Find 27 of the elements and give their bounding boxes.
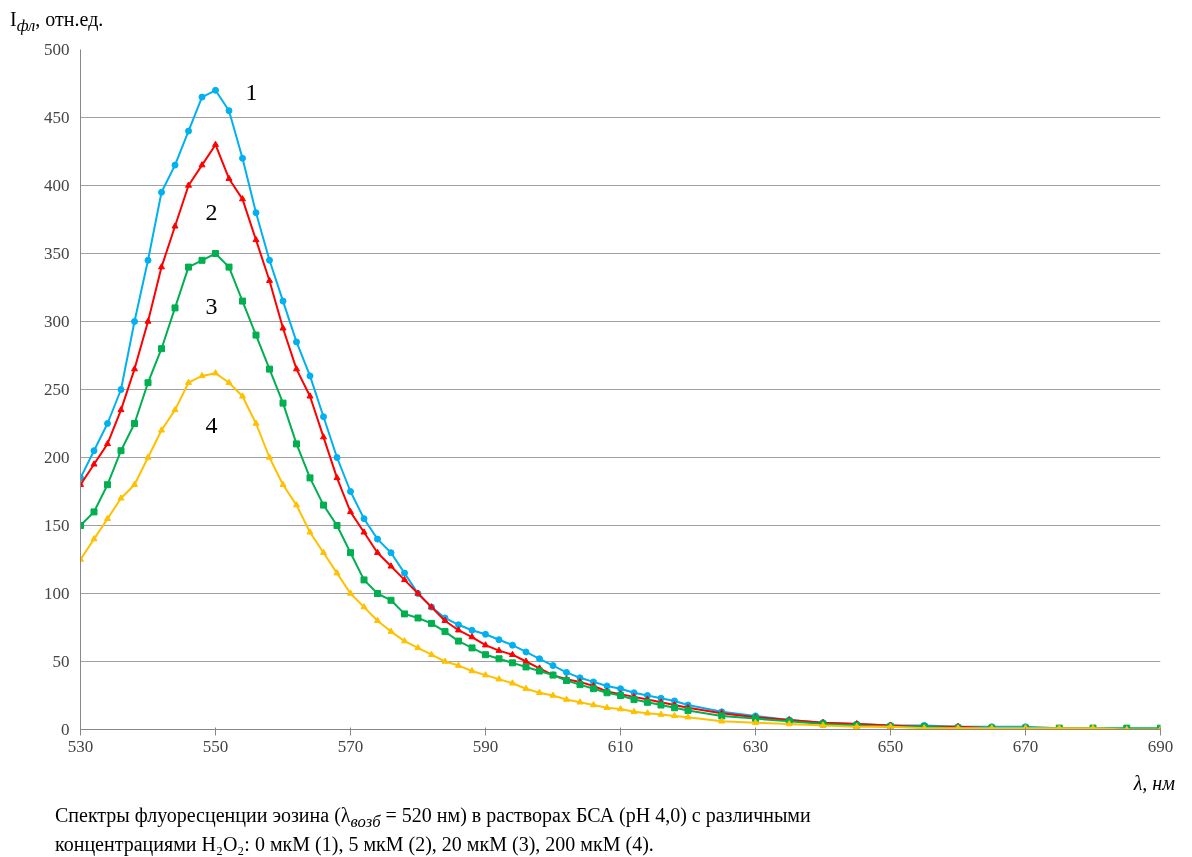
x-tick-label: 570 <box>337 736 364 756</box>
y-tick-label: 0 <box>61 720 70 739</box>
x-tick-label: 650 <box>877 736 904 756</box>
y-axis-title: I$_{фл}$, отн.ед. <box>10 7 104 37</box>
series-label: 1 <box>245 79 258 106</box>
series-label: 3 <box>205 292 218 319</box>
y-tick-label: 200 <box>44 448 70 467</box>
y-tick-label: 350 <box>44 244 70 263</box>
y-tick-label: 300 <box>44 312 70 331</box>
y-tick-label: 250 <box>44 380 70 399</box>
x-tick-label: 610 <box>607 736 634 756</box>
y-tick-label: 100 <box>44 584 70 603</box>
x-tick-label: 690 <box>1147 736 1174 756</box>
x-tick-label: 550 <box>202 736 229 756</box>
series-label: 2 <box>205 198 218 225</box>
series-label: 4 <box>205 412 218 439</box>
x-tick-label: 590 <box>472 736 499 756</box>
y-tick-label: 500 <box>44 40 70 59</box>
y-tick-label: 400 <box>44 176 70 195</box>
x-tick-label: 530 <box>67 736 94 756</box>
x-tick-label: 670 <box>1012 736 1039 756</box>
y-tick-label: 150 <box>44 516 70 535</box>
x-tick-label: 630 <box>742 736 769 756</box>
text: Спектры флуоресценции эозина (λ$_{возб}$ = 520 нм) в растворах БСА (pH 4,0) с различными концентрациями H₂O₂: 0 мкМ (1), 5 мкМ (2), 20 мкМ (3), 200 мкМ (4). <box>55 803 812 856</box>
y-tick-label: 50 <box>52 652 70 671</box>
y-tick-label: 450 <box>44 108 70 127</box>
x-axis-title: λ, нм <box>1133 771 1175 796</box>
